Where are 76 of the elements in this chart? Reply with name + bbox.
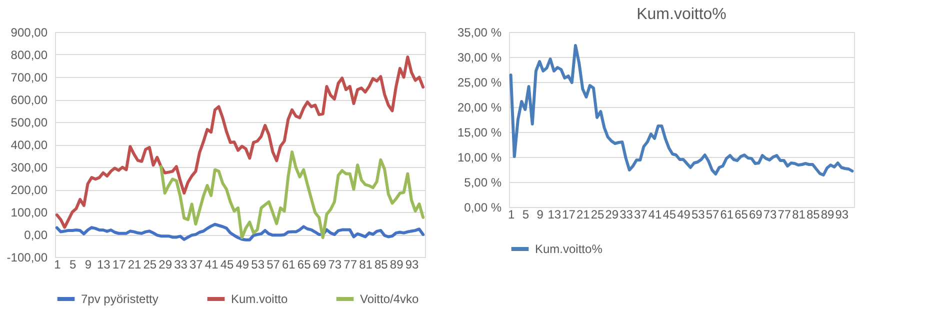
line-series bbox=[55, 222, 425, 242]
x-tick-label: 41 bbox=[204, 258, 219, 272]
x-tick-label: 61 bbox=[282, 258, 296, 272]
y-tick-label: 35,00 % bbox=[457, 26, 502, 40]
legend-label: Voitto/4vko bbox=[360, 292, 420, 306]
x-tick-label: 77 bbox=[344, 258, 358, 272]
y-tick-label: 30,00 % bbox=[457, 50, 502, 64]
x-tick-label: 49 bbox=[236, 258, 250, 272]
x-tick-label: 93 bbox=[835, 208, 849, 222]
x-tick-label: 5 bbox=[70, 258, 76, 272]
x-tick-label: 37 bbox=[634, 208, 648, 222]
x-tick-label: 33 bbox=[620, 208, 634, 222]
y-tick-label: 900,00 bbox=[10, 26, 48, 40]
x-tick-label: 73 bbox=[763, 208, 778, 222]
x-tick-label: 85 bbox=[806, 208, 820, 222]
x-tick-label: 1 bbox=[54, 258, 62, 272]
y-tick-label: 400,00 bbox=[10, 138, 48, 152]
x-tick-label: 57 bbox=[266, 258, 280, 272]
x-tick-label: 65 bbox=[297, 258, 312, 272]
x-tick-label: 73 bbox=[328, 258, 342, 272]
legend-label: 7pv pyöristetty bbox=[81, 292, 158, 306]
x-tick-label: 1 bbox=[508, 208, 515, 222]
x-tick-label: 9 bbox=[84, 258, 92, 272]
legend-label: Kum.voitto bbox=[231, 292, 288, 306]
x-tick-label: 57 bbox=[706, 208, 720, 222]
x-tick-label: 45 bbox=[662, 208, 676, 222]
y-tick-label: 0,00 % bbox=[464, 200, 502, 214]
x-tick-label: 85 bbox=[374, 258, 388, 272]
x-tick-label: 93 bbox=[405, 258, 420, 272]
x-tick-label: 13 bbox=[548, 208, 562, 222]
y-tick-label: 100,00 bbox=[10, 206, 48, 220]
x-tick-label: 65 bbox=[734, 208, 748, 222]
x-tick-label: 29 bbox=[158, 258, 172, 272]
y-tick-label: -100,00 bbox=[6, 250, 48, 264]
y-tick-label: 600,00 bbox=[10, 93, 48, 107]
x-tick-label: 53 bbox=[251, 258, 265, 272]
x-tick-label: 5 bbox=[522, 208, 530, 222]
y-tick-label: 800,00 bbox=[10, 48, 48, 62]
x-tick-label: 49 bbox=[677, 208, 691, 222]
y-tick-label: 10,00 % bbox=[457, 150, 502, 164]
x-tick-label: 69 bbox=[748, 208, 763, 222]
x-tick-label: 9 bbox=[536, 208, 544, 222]
x-tick-label: 53 bbox=[691, 208, 706, 222]
x-tick-label: 29 bbox=[605, 208, 619, 222]
y-tick-label: 0,00 bbox=[24, 228, 48, 242]
line-series bbox=[159, 150, 425, 240]
x-tick-label: 33 bbox=[174, 258, 188, 272]
x-tick-label: 21 bbox=[576, 208, 590, 222]
x-tick-label: 45 bbox=[220, 258, 234, 272]
x-tick-label: 89 bbox=[390, 258, 404, 272]
x-tick-label: 17 bbox=[562, 208, 576, 222]
x-tick-label: 17 bbox=[112, 258, 126, 272]
x-tick-label: 21 bbox=[128, 258, 142, 272]
x-tick-label: 41 bbox=[648, 208, 662, 222]
line-series bbox=[509, 44, 854, 176]
y-tick-label: 15,00 % bbox=[457, 126, 502, 140]
x-tick-label: 89 bbox=[820, 208, 835, 222]
y-tick-label: 500,00 bbox=[10, 116, 48, 130]
y-tick-label: 25,00 % bbox=[457, 76, 502, 90]
y-tick-label: 20,00 % bbox=[457, 100, 502, 114]
x-tick-label: 81 bbox=[359, 258, 373, 272]
y-tick-label: 300,00 bbox=[10, 160, 48, 174]
x-tick-label: 25 bbox=[590, 208, 605, 222]
x-tick-label: 37 bbox=[189, 258, 204, 272]
x-tick-label: 69 bbox=[312, 258, 327, 272]
line-series bbox=[55, 55, 425, 229]
x-tick-label: 25 bbox=[143, 258, 157, 272]
x-tick-label: 13 bbox=[96, 258, 111, 272]
x-tick-label: 61 bbox=[720, 208, 734, 222]
y-tick-label: 5,00 % bbox=[464, 176, 502, 190]
y-tick-label: 700,00 bbox=[10, 70, 48, 84]
x-tick-label: 77 bbox=[778, 208, 792, 222]
x-tick-label: 81 bbox=[792, 208, 806, 222]
chart-title: Kum.voitto% bbox=[636, 6, 726, 23]
legend-label: Kum.voitto% bbox=[535, 242, 603, 256]
y-tick-label: 200,00 bbox=[10, 183, 48, 197]
